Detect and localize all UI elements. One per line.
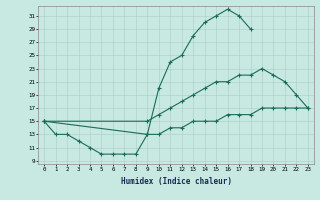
X-axis label: Humidex (Indice chaleur): Humidex (Indice chaleur) [121,177,231,186]
